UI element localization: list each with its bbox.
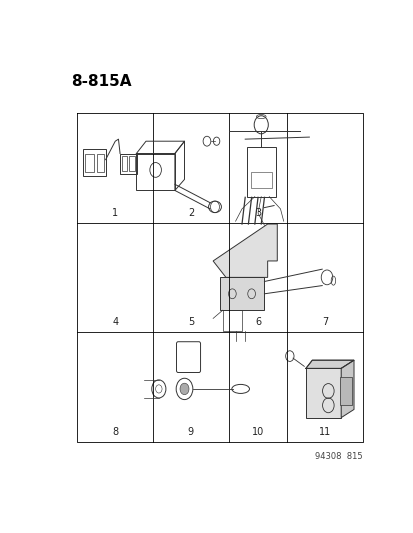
Bar [120, 154, 136, 174]
Text: 8: 8 [112, 426, 118, 437]
Text: 9: 9 [188, 426, 194, 437]
Text: 5: 5 [188, 317, 194, 327]
Text: 94308  815: 94308 815 [315, 452, 362, 461]
Bar [128, 156, 134, 171]
Bar [85, 154, 94, 172]
Polygon shape [340, 360, 353, 418]
Bar [219, 277, 264, 310]
Bar [246, 147, 275, 197]
Bar [250, 172, 271, 188]
Text: 4: 4 [112, 317, 118, 327]
Text: 2: 2 [188, 208, 194, 217]
Polygon shape [305, 360, 353, 368]
Text: 10: 10 [251, 426, 263, 437]
Circle shape [180, 383, 189, 394]
Text: 3: 3 [254, 208, 261, 217]
Bar [305, 368, 340, 418]
Bar [96, 154, 103, 172]
Text: 7: 7 [321, 317, 328, 327]
Text: 6: 6 [254, 317, 261, 327]
Text: 11: 11 [318, 426, 330, 437]
Bar [339, 377, 351, 405]
Bar [136, 154, 174, 190]
Text: 8-815A: 8-815A [71, 74, 131, 88]
Text: 1: 1 [112, 208, 118, 217]
Bar [122, 156, 127, 171]
Bar [222, 310, 242, 330]
Polygon shape [213, 224, 277, 277]
